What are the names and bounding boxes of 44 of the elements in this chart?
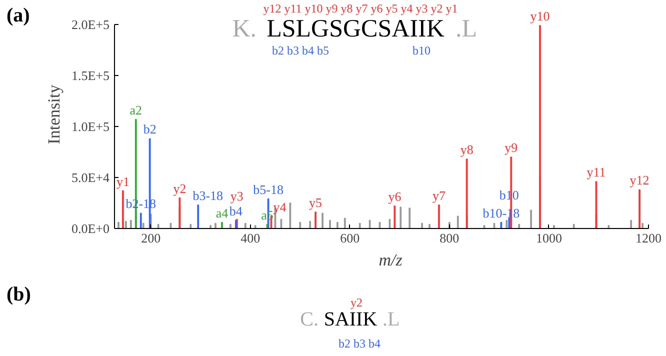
text: y12 y11 y10 y9 y8 y7 y6 y5 y4 y3 y2 y1 [263,2,458,16]
data-label: y9 [504,140,518,156]
annotation: K. [232,16,257,42]
y-tick-label: 1.5E+5 [71,68,110,83]
data-label: y4 [273,199,287,214]
text: .L [382,308,400,330]
text: b2 b3 b4 [338,336,380,350]
x-tick-label: 400 [240,230,260,246]
data-label: y12 [630,172,650,188]
x-tick-label: 1000 [536,230,562,246]
data-label: y5 [309,195,322,210]
text: (b) [6,284,31,306]
data-label: b3-18 [192,188,224,204]
data-label: y3 [230,188,244,204]
x-axis-title: m/z [378,250,403,270]
data-label: y1 [116,174,130,189]
data-label: y8 [460,142,474,158]
annotation: b2 b3 b4 b5 [272,44,329,58]
x-tick-label: 600 [340,230,360,246]
data-label: b4 [229,203,243,218]
data-label: y6 [388,189,402,204]
data-label: y7 [432,188,446,204]
data-label: a2 [130,102,142,118]
y-tick-label: 0.0E+0 [71,221,110,236]
text: y2 [350,296,362,310]
annotation: LSLGSGCSAIIK [266,16,444,42]
x-tick-label: 1200 [636,230,662,246]
annotation: .L [456,16,478,42]
x-tick-label: 800 [440,230,460,246]
data-label: y2 [173,180,186,196]
x-tick-label: 200 [141,230,161,246]
y-tick-label: 5.0E+4 [71,170,110,185]
data-label: y11 [586,164,606,180]
data-label: b5-18 [253,182,284,197]
text: C. [300,308,319,330]
data-label: y10 [530,8,550,24]
text: SAIIK [324,308,378,330]
data-label: a4 [216,205,229,220]
y-tick-label: 1.0E+5 [71,119,110,134]
data-label: b2 [143,122,156,137]
annotation: b10 [412,44,430,58]
text: (a) [6,4,30,26]
y-tick-label: 2.0E+5 [71,17,110,32]
y-axis-title: Intensity [44,84,64,144]
